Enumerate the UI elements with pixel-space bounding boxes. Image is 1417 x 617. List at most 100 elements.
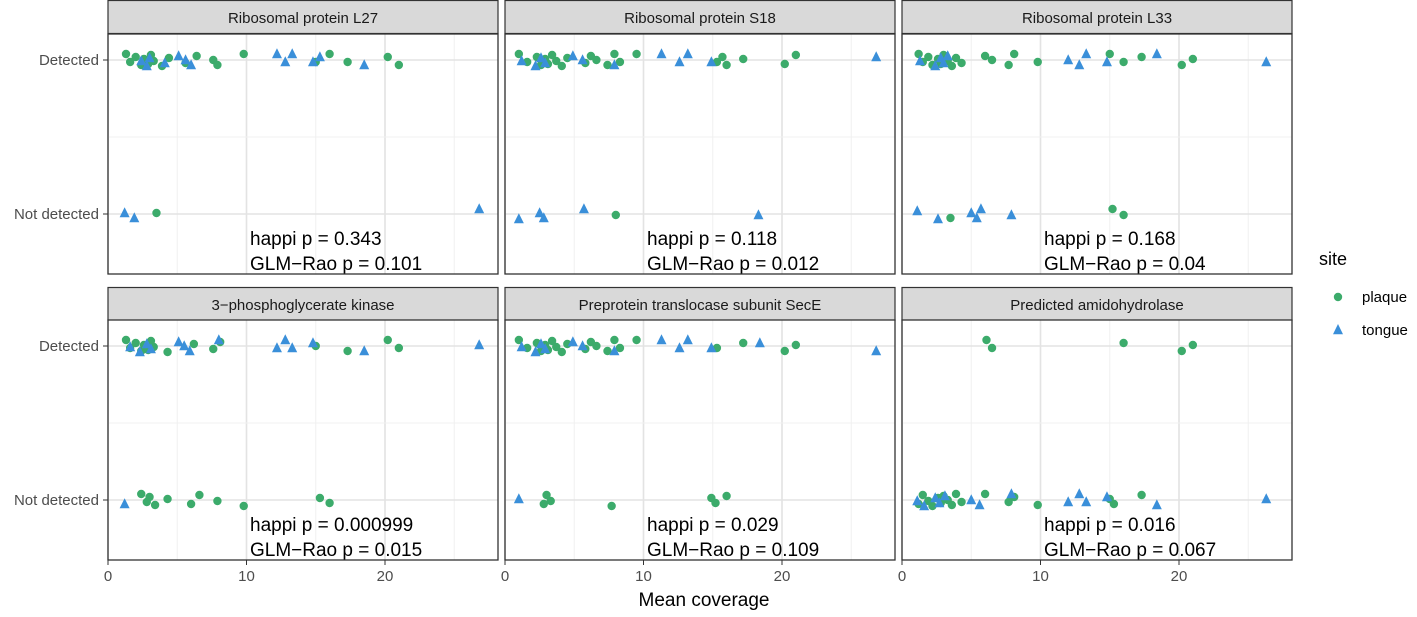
point-plaque bbox=[722, 491, 731, 501]
point-tongue bbox=[930, 60, 941, 71]
point-tongue bbox=[939, 490, 950, 501]
point-tongue bbox=[656, 48, 667, 59]
point-tongue bbox=[966, 494, 977, 505]
point-tongue bbox=[938, 57, 949, 68]
facet-panel: Predicted amidohydrolase happi p = 0.016 G… bbox=[901, 286, 1293, 561]
point-plaque bbox=[383, 52, 392, 62]
point-tongue bbox=[180, 54, 191, 65]
point-tongue bbox=[1151, 48, 1162, 59]
point-tongue bbox=[974, 499, 985, 510]
point-plaque bbox=[383, 335, 392, 345]
point-tongue bbox=[609, 345, 620, 356]
point-plaque bbox=[547, 50, 557, 60]
data-points bbox=[119, 48, 485, 223]
point-tongue bbox=[1261, 493, 1272, 504]
point-plaque bbox=[951, 53, 961, 63]
x-tick-label: 20 bbox=[377, 568, 394, 585]
point-plaque bbox=[1137, 52, 1146, 62]
facet-title: Ribosomal protein L33 bbox=[1022, 10, 1172, 27]
point-plaque bbox=[924, 52, 933, 62]
data-points bbox=[912, 335, 1272, 511]
point-plaque bbox=[987, 55, 997, 65]
point-plaque bbox=[791, 50, 801, 60]
y-tick-label: Detected bbox=[39, 338, 99, 355]
point-plaque bbox=[546, 496, 555, 506]
annotation-happi: happi p = 0.029 bbox=[647, 515, 779, 536]
point-tongue bbox=[271, 342, 282, 353]
point-plaque bbox=[514, 49, 524, 59]
facet-panel: Ribosomal protein L27 happi p = 0.343 GLM−… bbox=[107, 0, 499, 275]
point-plaque bbox=[325, 498, 334, 508]
point-plaque bbox=[547, 336, 557, 346]
annotation-glm-rao: GLM−Rao p = 0.101 bbox=[250, 254, 422, 275]
point-tongue bbox=[173, 50, 184, 61]
point-tongue bbox=[474, 203, 485, 214]
point-tongue bbox=[307, 56, 318, 67]
point-plaque bbox=[539, 499, 548, 509]
point-plaque bbox=[1004, 60, 1013, 70]
point-plaque bbox=[552, 56, 561, 66]
x-tick-label: 10 bbox=[635, 568, 652, 585]
facet-title: Ribosomal protein L27 bbox=[228, 10, 378, 27]
point-plaque bbox=[1188, 54, 1198, 64]
x-tick-label: 0 bbox=[501, 568, 509, 585]
point-tongue bbox=[577, 54, 588, 65]
point-tongue bbox=[1151, 499, 1162, 510]
point-tongue bbox=[280, 56, 291, 67]
annotation-glm-rao: GLM−Rao p = 0.109 bbox=[647, 540, 819, 561]
point-plaque bbox=[150, 500, 160, 510]
legend-entry-tongue: tongue bbox=[1333, 322, 1408, 339]
point-plaque bbox=[918, 490, 927, 500]
point-plaque bbox=[1119, 57, 1128, 67]
point-tongue bbox=[287, 48, 298, 59]
point-plaque bbox=[325, 49, 334, 59]
panel-background bbox=[505, 34, 895, 274]
point-plaque bbox=[947, 61, 957, 71]
point-plaque bbox=[343, 346, 352, 356]
point-plaque bbox=[791, 340, 801, 350]
point-plaque bbox=[1004, 497, 1013, 507]
point-plaque bbox=[343, 57, 352, 67]
point-plaque bbox=[131, 338, 140, 348]
point-plaque bbox=[1137, 490, 1146, 500]
point-tongue bbox=[540, 57, 551, 68]
point-plaque bbox=[145, 492, 154, 502]
data-points bbox=[119, 334, 485, 511]
point-tongue bbox=[136, 55, 147, 66]
point-tongue bbox=[179, 340, 190, 351]
point-plaque bbox=[514, 335, 524, 345]
point-tongue bbox=[141, 338, 152, 349]
point-plaque bbox=[610, 335, 619, 345]
point-plaque bbox=[592, 341, 601, 351]
point-tongue bbox=[1006, 488, 1017, 499]
point-tongue bbox=[213, 334, 224, 345]
point-tongue bbox=[1074, 59, 1085, 70]
legend-label: plaque bbox=[1362, 289, 1407, 306]
point-plaque bbox=[213, 496, 222, 506]
point-plaque bbox=[1108, 204, 1117, 214]
annotation-glm-rao: GLM−Rao p = 0.012 bbox=[647, 254, 819, 275]
point-plaque bbox=[1119, 210, 1128, 220]
point-plaque bbox=[557, 61, 566, 71]
y-tick-label: Detected bbox=[39, 52, 99, 69]
point-tongue bbox=[186, 59, 197, 70]
point-tongue bbox=[567, 50, 578, 61]
point-plaque bbox=[137, 489, 146, 499]
point-plaque bbox=[552, 342, 561, 352]
point-plaque bbox=[607, 501, 616, 511]
point-tongue bbox=[1063, 54, 1074, 65]
point-plaque bbox=[239, 49, 248, 59]
point-tongue bbox=[1101, 491, 1112, 502]
point-plaque bbox=[163, 347, 172, 357]
point-plaque bbox=[394, 343, 404, 353]
point-tongue bbox=[930, 492, 941, 503]
legend-label: tongue bbox=[1362, 322, 1408, 339]
x-axis-layer: 0 10 20 0 10 20 0 10 20 bbox=[104, 560, 1187, 585]
annotation-happi: happi p = 0.016 bbox=[1044, 515, 1176, 536]
point-tongue bbox=[609, 59, 620, 70]
point-plaque bbox=[718, 52, 727, 62]
x-tick-label: 10 bbox=[238, 568, 255, 585]
legend: site plaque tongue bbox=[1319, 249, 1408, 339]
point-tongue bbox=[516, 55, 527, 66]
point-tongue bbox=[682, 48, 693, 59]
